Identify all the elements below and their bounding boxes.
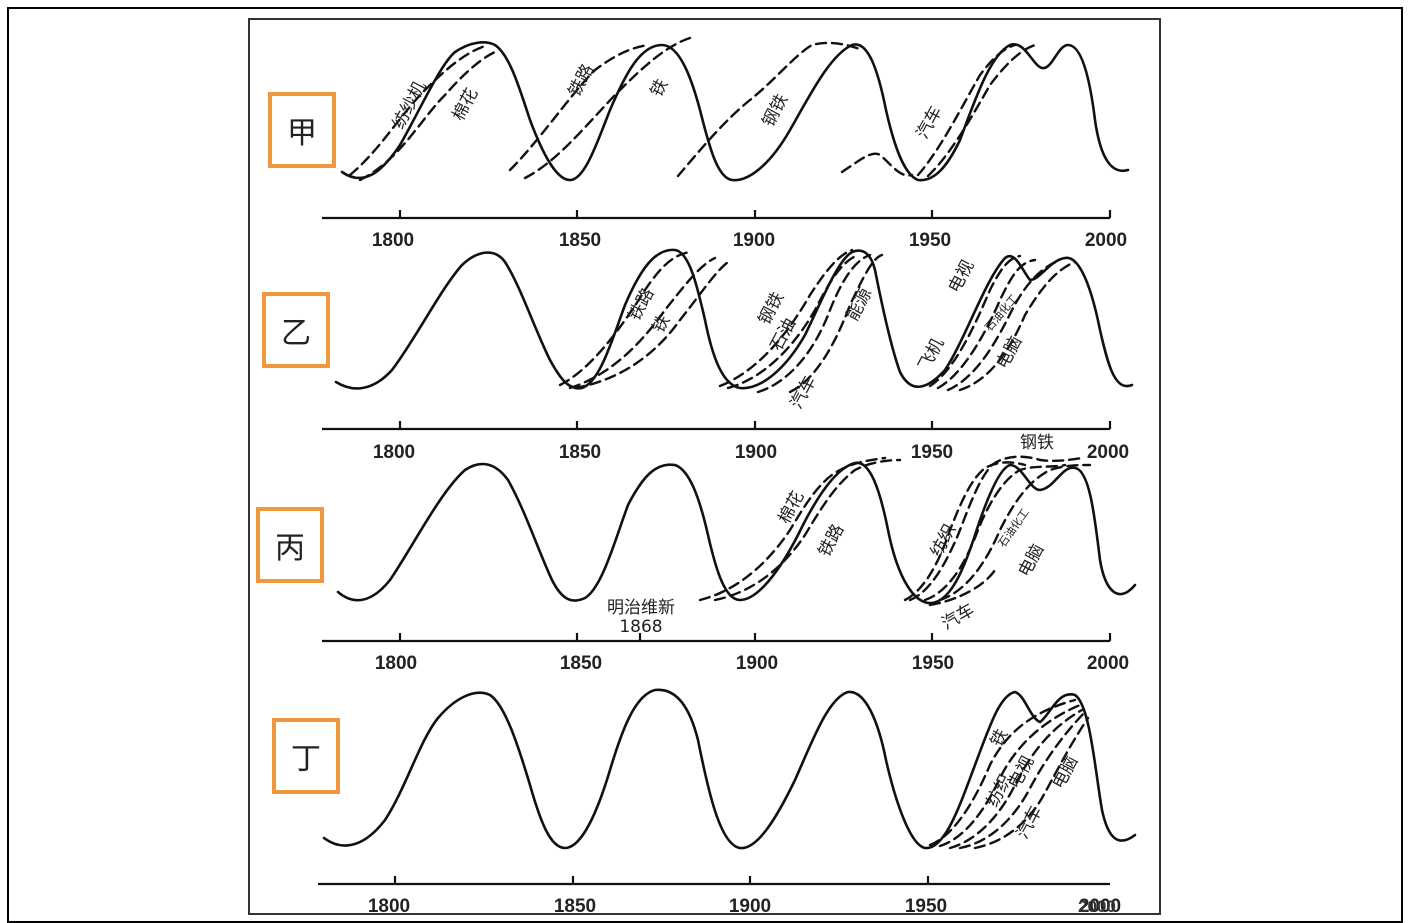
- wave-panel-4: [322, 688, 1137, 850]
- tick-1950-p1: 1950: [909, 230, 951, 251]
- panel-label-jia: 甲: [268, 92, 336, 168]
- curve-tielu-p1: [508, 43, 650, 172]
- curve-gangtie-p2: [718, 248, 854, 388]
- curve-fangshaji: [348, 43, 490, 177]
- tick-1800-p4: 1800: [368, 896, 410, 917]
- ann-tie-p4: 铁: [987, 726, 1013, 750]
- ann-tielu-p3: 铁路: [815, 521, 849, 560]
- curve-diannao-p3: [938, 463, 1092, 602]
- curve-fangzhi-p3: [903, 461, 1027, 602]
- curve-nengyuan-p2: [788, 253, 884, 394]
- curve-tie-p2: [568, 256, 717, 390]
- ann-gangtie-p3: 钢铁: [1020, 433, 1054, 453]
- curve-dianshi-p4: [938, 703, 1082, 848]
- tick-1800-p2: 1800: [373, 442, 415, 463]
- curve-auto-rise-p1: [916, 43, 1017, 177]
- tick-1850-p2: 1850: [559, 442, 601, 463]
- tick-1800-p3: 1800: [375, 653, 417, 674]
- ann-tielu-p1: 铁路: [565, 61, 599, 100]
- ann-qiche-p2: 汽车: [787, 373, 821, 412]
- curve-tielu-p3: [713, 458, 902, 602]
- tick-1850-p3: 1850: [560, 653, 602, 674]
- tick-1950-p4: 1950: [905, 896, 947, 917]
- ann-meiji: 明治维新: [607, 598, 675, 618]
- curve-qiche-p3: [928, 568, 997, 607]
- panel-label-bing: 丙: [256, 507, 324, 583]
- curve-feiji-p2: [936, 258, 1037, 390]
- wave-panel-3: [336, 461, 1137, 605]
- curve-tie-p1: [523, 36, 692, 180]
- tick-1950-p2: 1950: [911, 442, 953, 463]
- curve-tie2-p2: [573, 260, 730, 390]
- tick-1900-p4: 1900: [729, 896, 771, 917]
- wave-panel-2: [334, 248, 1134, 390]
- curve-dianshi-p2: [928, 254, 1022, 388]
- watermark-2000: 2000: [1078, 897, 1116, 916]
- curve-tielu-p2: [558, 250, 692, 387]
- axes: [318, 210, 1112, 886]
- tick-2000-p2: 2000: [1087, 442, 1129, 463]
- tick-2000-p1: 2000: [1085, 230, 1127, 251]
- ann-diannao-p3: 电脑: [1015, 541, 1049, 580]
- panel-label-ding: 丁: [272, 718, 340, 794]
- tick-1900-p1: 1900: [733, 230, 775, 251]
- ann-gangtie-p1: 钢铁: [759, 91, 793, 130]
- curve-shiyouhuagong-p3: [923, 463, 1067, 602]
- ann-mianhua-p3: 棉花: [775, 488, 809, 527]
- ann-fangzhi-p3: 纺织: [927, 521, 961, 560]
- tick-2000-p4: 2000: [1079, 896, 1121, 917]
- ann-diannao-p4: 电脑: [1049, 753, 1083, 792]
- tick-2000-p3: 2000: [1087, 653, 1129, 674]
- ann-qiche-p3: 汽车: [939, 600, 978, 634]
- curve-diannao-p4: [973, 716, 1090, 850]
- ann-dianshi-p2: 电视: [945, 257, 979, 296]
- tick-1950-p3: 1950: [912, 653, 954, 674]
- curve-shiyou-p2: [726, 253, 860, 390]
- tick-1900-p2: 1900: [735, 442, 777, 463]
- ann-qiche-p1: 汽车: [913, 103, 947, 142]
- panel-label-yi: 乙: [262, 292, 330, 368]
- curve-qiche-p4: [958, 710, 1087, 850]
- ann-nengyuan-p2: 能源: [843, 285, 877, 324]
- curve-qiche-p2: [756, 253, 872, 394]
- tick-1900-p3: 1900: [736, 653, 778, 674]
- curve-gangtie-p1: [676, 41, 864, 178]
- ann-tie-p1: 铁: [647, 76, 673, 100]
- ann-fangshaji: 纺纱机: [389, 78, 431, 132]
- tick-1850-p1: 1850: [559, 230, 601, 251]
- curve-tie-p4: [928, 698, 1077, 847]
- ann-1868: 1868: [619, 617, 662, 637]
- curve-mianhua-p1: [358, 50, 497, 182]
- wave-panel-1: [340, 41, 1130, 182]
- curve-auto-rise2-p1: [926, 43, 1037, 178]
- curve-fangzhi-p4: [948, 708, 1084, 850]
- curve-qiche-p1: [840, 152, 914, 177]
- tick-1800-p1: 1800: [372, 230, 414, 251]
- curve-shiyouhuagong-p2: [946, 258, 1062, 392]
- ann-feiji-p2: 飞机: [915, 335, 949, 374]
- tick-1850-p4: 1850: [554, 896, 596, 917]
- ann-mianhua-p1: 棉花: [449, 85, 483, 124]
- curve-mianhua-p3: [698, 456, 887, 602]
- curve-diannao-p2: [958, 260, 1077, 392]
